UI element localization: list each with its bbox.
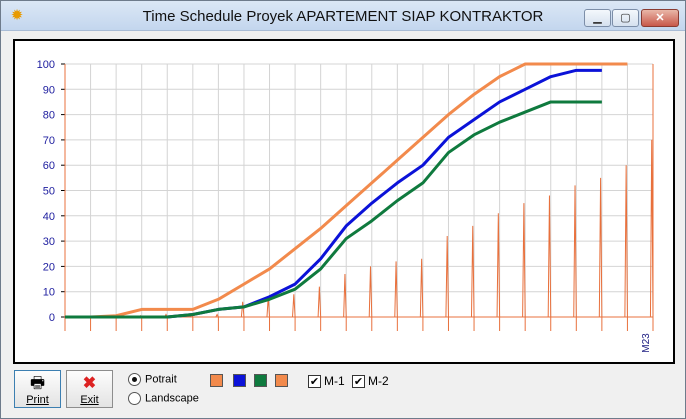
- monthly-progress-bar: [649, 139, 654, 318]
- checkbox-m1-box[interactable]: ✔: [308, 375, 321, 389]
- y-tick-label: 0: [49, 312, 55, 324]
- print-label: Print: [26, 394, 49, 406]
- checkbox-m2[interactable]: ✔ M-2: [352, 374, 389, 389]
- actual-m2-curve-line: [65, 100, 602, 319]
- exit-label: Exit: [80, 394, 99, 406]
- monthly-progress-bar: [445, 236, 449, 318]
- radio-landscape[interactable]: Landscape: [128, 392, 199, 405]
- control-panel: 🖶 Print ✖ Exit Potrait Landscape ✔ M-1 ✔ M…: [1, 365, 685, 419]
- s-curve-chart: 0 10 20 30 40 50 60 70 80 90 100 M23: [13, 39, 675, 364]
- minimize-button[interactable]: ▁: [584, 9, 611, 27]
- monthly-progress-bar: [317, 286, 322, 318]
- chart-canvas: 0 10 20 30 40 50 60 70 80 90 100 M23: [37, 59, 654, 353]
- radio-potrait-label: Potrait: [145, 373, 177, 386]
- checkbox-m1-label: M-1: [324, 374, 345, 388]
- monthly-progress-bar: [573, 185, 577, 318]
- close-button[interactable]: ✕: [641, 9, 679, 27]
- printer-icon: 🖶: [29, 375, 46, 392]
- title-bar: ✹ Time Schedule Proyek APARTEMENT SIAP K…: [1, 1, 685, 31]
- monthly-progress-bar: [496, 213, 501, 318]
- y-tick-label: 50: [43, 186, 55, 198]
- red-x-icon: ✖: [82, 375, 97, 392]
- monthly-progress-bar: [598, 177, 603, 318]
- monthly-progress-bar: [624, 165, 628, 318]
- window-title: Time Schedule Proyek APARTEMENT SIAP KON…: [142, 8, 544, 25]
- y-tick-label: 80: [43, 110, 55, 122]
- sun-icon: ✹: [10, 7, 24, 24]
- monthly-progress-bar: [343, 273, 347, 318]
- color-swatch-1[interactable]: [210, 374, 223, 387]
- plan-curve-line: [65, 62, 628, 319]
- checkbox-m2-label: M-2: [368, 374, 389, 388]
- y-tick-label: 40: [43, 211, 55, 223]
- y-tick-label: 20: [43, 261, 55, 273]
- monthly-progress-bar: [368, 266, 373, 318]
- maximize-button[interactable]: ▢: [612, 9, 639, 27]
- y-tick-label: 30: [43, 236, 55, 248]
- checkbox-m2-box[interactable]: ✔: [352, 375, 365, 389]
- exit-button[interactable]: ✖ Exit: [66, 370, 113, 408]
- checkbox-m1[interactable]: ✔ M-1: [308, 374, 345, 389]
- color-swatch-3[interactable]: [254, 374, 267, 387]
- radio-potrait-indicator[interactable]: [128, 373, 141, 386]
- monthly-progress-bar: [215, 313, 219, 318]
- monthly-progress-bar: [419, 258, 424, 318]
- monthly-progress-bar: [394, 261, 398, 318]
- color-swatch-4[interactable]: [275, 374, 288, 387]
- radio-landscape-label: Landscape: [145, 392, 199, 405]
- y-tick-label: 100: [37, 59, 55, 71]
- y-tick-label: 60: [43, 160, 55, 172]
- monthly-progress-bar: [547, 195, 552, 318]
- x-tick-label: M23: [641, 333, 652, 353]
- monthly-progress-bar: [292, 294, 296, 318]
- y-tick-label: 70: [43, 135, 55, 147]
- print-button[interactable]: 🖶 Print: [14, 370, 61, 408]
- color-swatch-2[interactable]: [233, 374, 246, 387]
- y-tick-label: 10: [43, 287, 55, 299]
- monthly-progress-bar: [470, 225, 475, 318]
- y-tick-label: 90: [43, 84, 55, 96]
- radio-landscape-indicator[interactable]: [128, 392, 141, 405]
- actual-m1-curve-line: [65, 68, 602, 319]
- monthly-progress-bar: [240, 301, 245, 318]
- radio-potrait[interactable]: Potrait: [128, 373, 177, 386]
- monthly-progress-bar: [522, 203, 526, 318]
